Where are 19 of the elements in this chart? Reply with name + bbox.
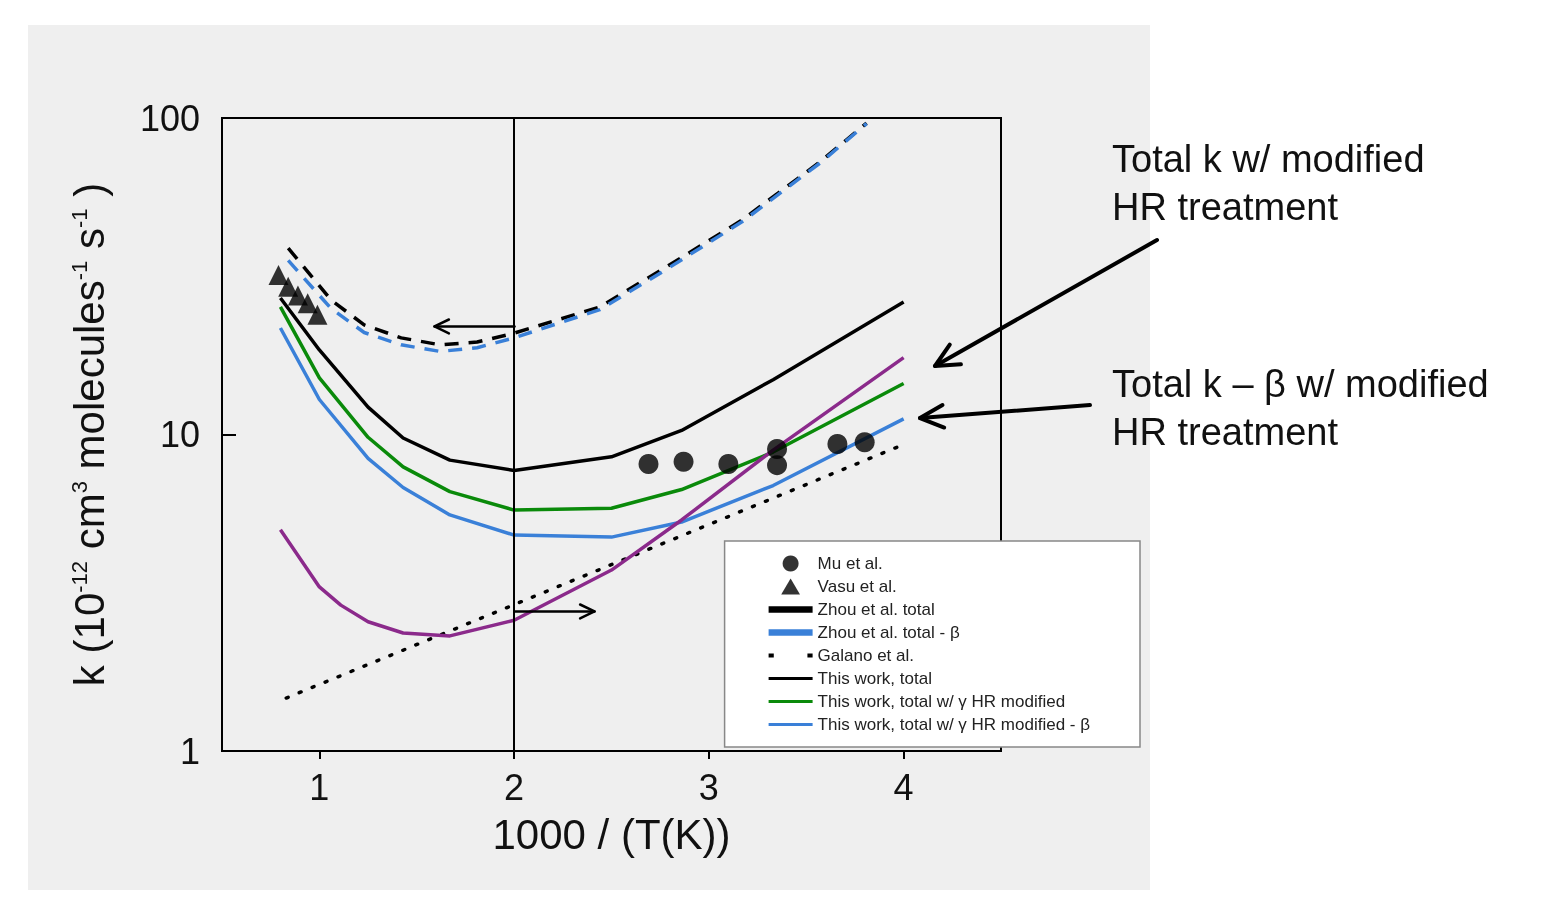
text: Total k – β w/ modified HR treatment [1112, 363, 1489, 453]
x-axis-title: 1000 / (T(K)) [492, 810, 731, 858]
legend-label: This work, total w/ γ HR modified - β [817, 715, 1091, 734]
y-tick-label: 100 [139, 97, 200, 139]
legend-label: Vasu et al. [817, 577, 897, 596]
legend-label: This work, total [817, 669, 932, 688]
x-tick-label: 1 [309, 766, 330, 808]
legend-label: Galano et al. [817, 646, 915, 665]
legend-label: Zhou et al. total [817, 600, 935, 619]
text: Total k w/ modified HR treatment [1112, 138, 1425, 228]
x-tick-label: 4 [893, 766, 914, 808]
x-tick-label: 3 [698, 766, 719, 808]
legend-label: This work, total w/ γ HR modified [817, 692, 1066, 711]
legend-label: Zhou et al. total - β [817, 623, 960, 642]
y-tick-label: 1 [179, 730, 200, 772]
y-tick-label: 10 [159, 414, 200, 455]
text: k (10-12 cm3 molecules-1 s-1 ) [65, 182, 113, 687]
legend-label: Mu et al. [817, 554, 883, 573]
x-tick-label: 2 [504, 766, 525, 808]
